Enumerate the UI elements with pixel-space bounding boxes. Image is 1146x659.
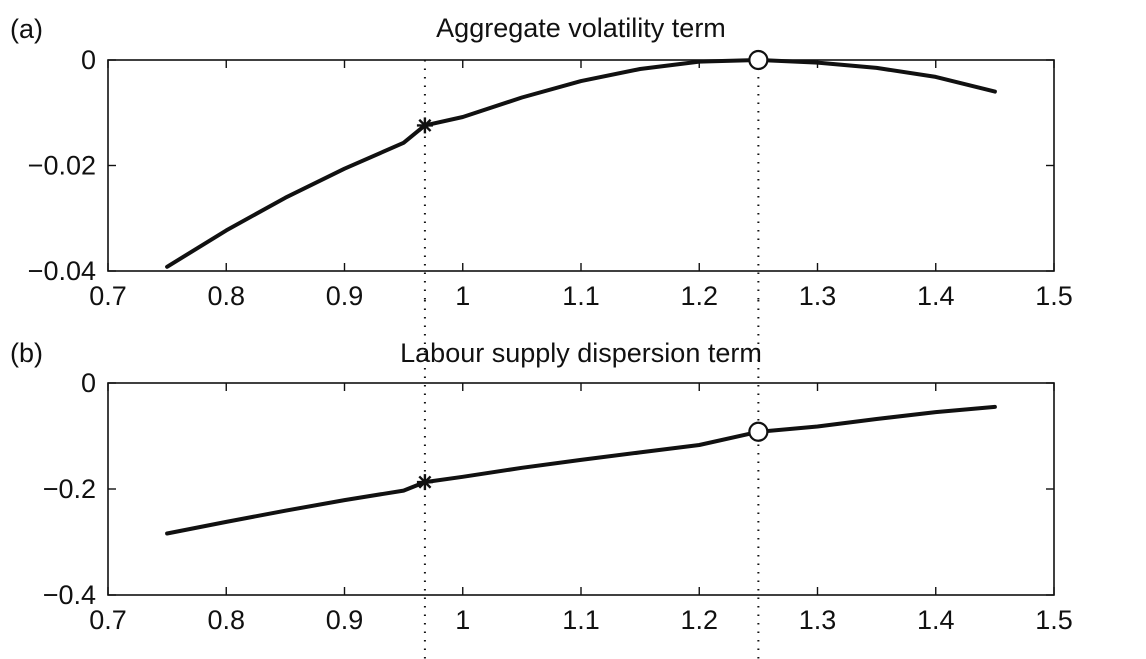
x-tick-label: 1 — [455, 281, 470, 311]
series-line — [165, 58, 997, 269]
y-tick-label: −0.04 — [28, 256, 96, 286]
circle-marker — [748, 421, 769, 442]
x-tick-label: 0.7 — [89, 605, 127, 635]
series-line — [165, 404, 997, 536]
x-tick-label: 1.1 — [562, 281, 600, 311]
x-tick-label: 1.3 — [799, 605, 837, 635]
x-tick-label: 1.5 — [1035, 281, 1073, 311]
star-marker — [416, 474, 433, 491]
star-marker — [416, 117, 433, 134]
panel-label: (a) — [10, 14, 43, 44]
x-tick-label: 1.5 — [1035, 605, 1073, 635]
x-tick-label: 1.4 — [917, 605, 955, 635]
x-tick-label: 0.8 — [207, 605, 245, 635]
x-tick-label: 0.7 — [89, 281, 127, 311]
chart-title: Labour supply dispersion term — [400, 338, 762, 368]
x-tick-label: 1.3 — [799, 281, 837, 311]
chart-panel-a: (a) Aggregate volatility term 0.7 0.8 0.9 1 1.… — [10, 13, 1073, 311]
x-tick-label: 1.1 — [562, 605, 600, 635]
panel-label: (b) — [10, 338, 43, 368]
y-tick-label: −0.4 — [43, 580, 96, 610]
y-tick-label: 0 — [81, 368, 96, 398]
y-tick-label: −0.02 — [28, 151, 96, 181]
chart-title: Aggregate volatility term — [436, 13, 726, 43]
x-tick-label: 1.2 — [680, 281, 718, 311]
y-tick-label: −0.2 — [43, 474, 96, 504]
x-tick-label: 1.4 — [917, 281, 955, 311]
y-tick-label: 0 — [81, 45, 96, 75]
chart-panel-b: (b) Labour supply dispersion term 0.7 0.8 0.… — [10, 300, 1073, 659]
x-tick-label: 0.9 — [326, 605, 364, 635]
plot-area-frame — [107, 59, 1055, 272]
x-tick-label: 1 — [455, 605, 470, 635]
circle-marker — [748, 49, 769, 71]
x-tick-label: 1.2 — [680, 605, 718, 635]
x-tick-label: 0.8 — [207, 281, 245, 311]
x-tick-label: 0.9 — [326, 281, 364, 311]
